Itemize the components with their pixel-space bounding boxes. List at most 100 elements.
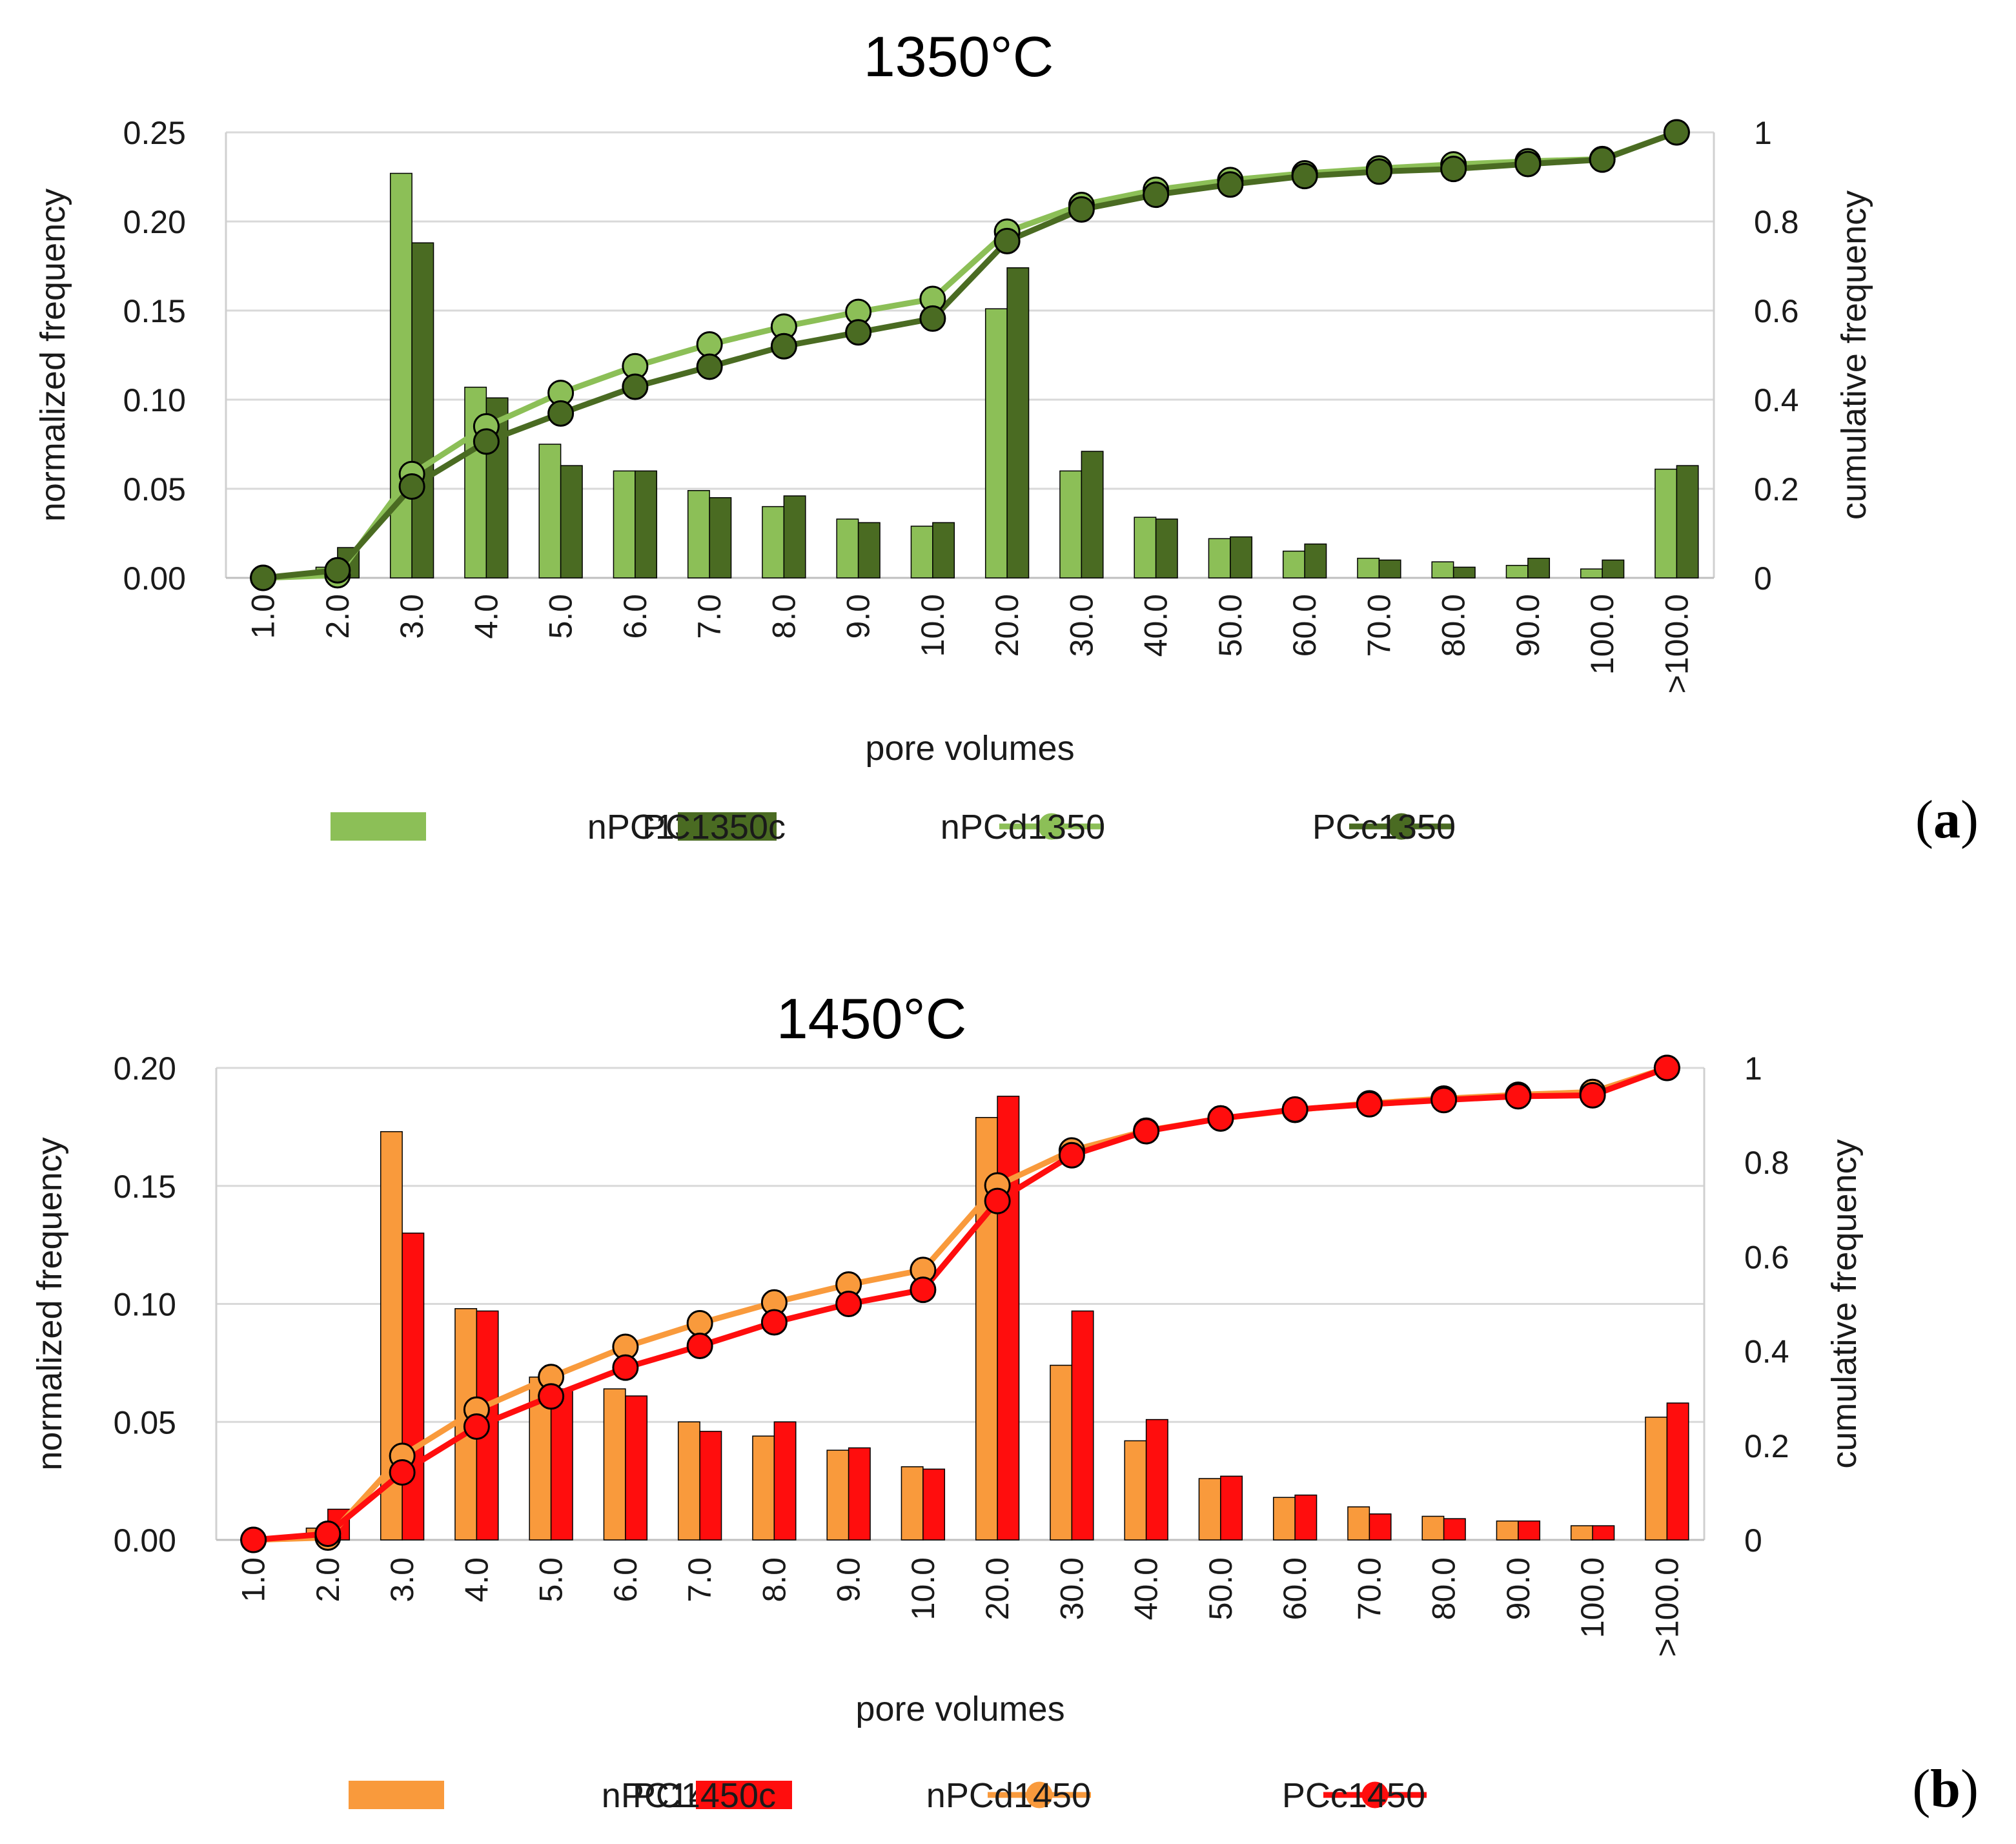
point-PCc1350 [1217,171,1244,198]
x-tick-label: 60.0 [1287,594,1323,657]
point-PCc1450 [1207,1105,1234,1132]
chart-title: 1450°C [777,987,967,1050]
point-PCc1450 [984,1187,1011,1214]
x-tick-label: 9.0 [831,1557,867,1603]
y-tick-label: 0.05 [123,471,186,507]
panel-label-b: (b) [1912,1759,1979,1819]
x-axis-label: pore volumes [855,1690,1064,1728]
x-tick-label: 40.0 [1128,1557,1165,1620]
point-PCc1450 [1653,1054,1680,1081]
bar-nPC1350d [687,490,710,579]
bar-PC1450c [1294,1494,1318,1541]
point-PCc1350 [845,319,872,346]
x-tick-label: 70.0 [1351,1557,1387,1620]
legend-label: PC1350c [642,808,786,846]
point-PCc1450 [463,1413,490,1440]
y2-tick-label: 0.6 [1754,293,1799,329]
point-PCc1350 [1589,146,1616,173]
y2-tick-label: 0.2 [1754,471,1799,507]
x-tick-label: 2.0 [320,594,356,639]
bar-nPC1450d [1272,1497,1296,1541]
bar-nPC1350d [1357,557,1380,579]
bar-nPC1350d [836,518,859,579]
x-tick-label: 100.0 [1574,1557,1611,1638]
bar-PC1350c [1081,451,1104,579]
y2-tick-label: 0 [1754,560,1772,597]
bar-nPC1350d [538,444,562,579]
y2-tick-label: 0 [1744,1522,1762,1559]
point-PCc1350 [398,473,425,500]
x-tick-label: >100.0 [1649,1557,1685,1657]
x-tick-label: 100.0 [1584,594,1620,675]
bar-nPC1450d [677,1421,700,1541]
point-nPCd1350 [696,331,723,358]
bar-PC1350c [783,495,806,579]
x-tick-label: 3.0 [394,594,430,639]
y2-axis-label: cumulative frequency [1825,1139,1864,1468]
bar-nPC1450d [1347,1506,1370,1541]
point-PCc1450 [835,1291,862,1317]
legend-swatch-PC1350c [678,812,777,841]
legend-marker-PCc1350 [1388,813,1415,840]
legend-label: nPCd1350 [941,808,1105,846]
legend-swatch-nPC1450d [349,1781,444,1809]
legend-marker-nPCd1450 [1026,1781,1053,1808]
point-PCc1350 [324,557,351,584]
bar-nPC1450d [1198,1478,1221,1541]
bar-nPC1450d [901,1466,924,1541]
x-tick-label: 4.0 [468,594,504,639]
bar-nPC1450d [1124,1440,1147,1541]
x-tick-label: 1.0 [236,1557,272,1603]
point-PCc1450 [240,1526,267,1553]
bar-PC1450c [773,1421,797,1541]
bar-PC1350c [857,522,881,579]
x-tick-label: 7.0 [691,594,728,639]
x-tick-label: 3.0 [384,1557,420,1603]
bar-nPC1350d [389,172,412,579]
point-PCc1350 [1143,181,1170,209]
bar-nPC1450d [1496,1521,1519,1541]
point-PCc1350 [1514,150,1542,178]
point-PCc1350 [993,227,1021,254]
x-tick-label: 30.0 [1063,594,1099,657]
bar-PC1350c [709,497,732,579]
x-tick-label: >100.0 [1658,594,1695,693]
bar-PC1450c [1666,1402,1689,1541]
legend-label: PCc1450 [1282,1776,1425,1815]
x-tick-label: 80.0 [1426,1557,1462,1620]
point-PCc1350 [1291,163,1318,190]
legend-marker-nPCd1350 [1038,813,1065,840]
bar-nPC1350d [984,308,1008,579]
x-tick-label: 40.0 [1138,594,1174,657]
bar-nPC1350d [1134,517,1157,579]
bar-PC1450c [997,1096,1020,1541]
x-tick-label: 60.0 [1277,1557,1313,1620]
point-PCc1450 [686,1333,713,1360]
x-tick-label: 50.0 [1203,1557,1239,1620]
point-PCc1350 [250,564,277,591]
legend-label: PCc1350 [1312,808,1456,846]
chart-panel-a: 1350°C 0.00 0.05 0.10 0.15 0.20 0.25 0 0.2 0.4 0.6… [34,25,1979,850]
x-axis-label: pore volumes [865,729,1074,768]
x-tick-label: 30.0 [1054,1557,1090,1620]
bar-nPC1350d [1282,550,1305,579]
bar-PC1350c [1230,536,1253,579]
x-tick-label: 5.0 [533,1557,569,1603]
point-PCc1450 [1281,1096,1308,1123]
bar-PC1350c [560,465,583,579]
bar-PC1350c [1155,518,1178,579]
bar-PC1450c [1145,1419,1168,1541]
bar-nPC1450d [752,1435,775,1541]
bar-PC1350c [1304,543,1327,579]
point-PCc1350 [622,373,649,400]
chart-title: 1350°C [864,25,1054,88]
bar-nPC1350d [1505,564,1529,579]
bar-nPC1350d [1208,538,1231,579]
point-PCc1350 [1663,119,1690,146]
point-PCc1450 [314,1520,341,1547]
y2-tick-label: 0.2 [1744,1428,1789,1464]
point-PCc1350 [919,305,946,332]
x-tick-label: 20.0 [979,1557,1015,1620]
point-PCc1450 [1356,1091,1383,1118]
y-tick-label: 0.05 [114,1404,176,1440]
